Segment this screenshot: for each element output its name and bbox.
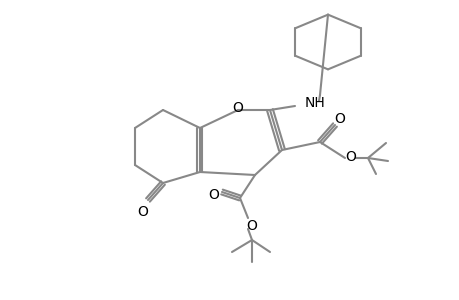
Text: O: O <box>232 101 243 115</box>
Text: O: O <box>345 150 356 164</box>
Text: O: O <box>246 219 257 233</box>
Text: O: O <box>334 112 345 126</box>
Text: O: O <box>208 188 219 202</box>
Text: NH: NH <box>304 96 325 110</box>
Text: O: O <box>137 205 148 219</box>
